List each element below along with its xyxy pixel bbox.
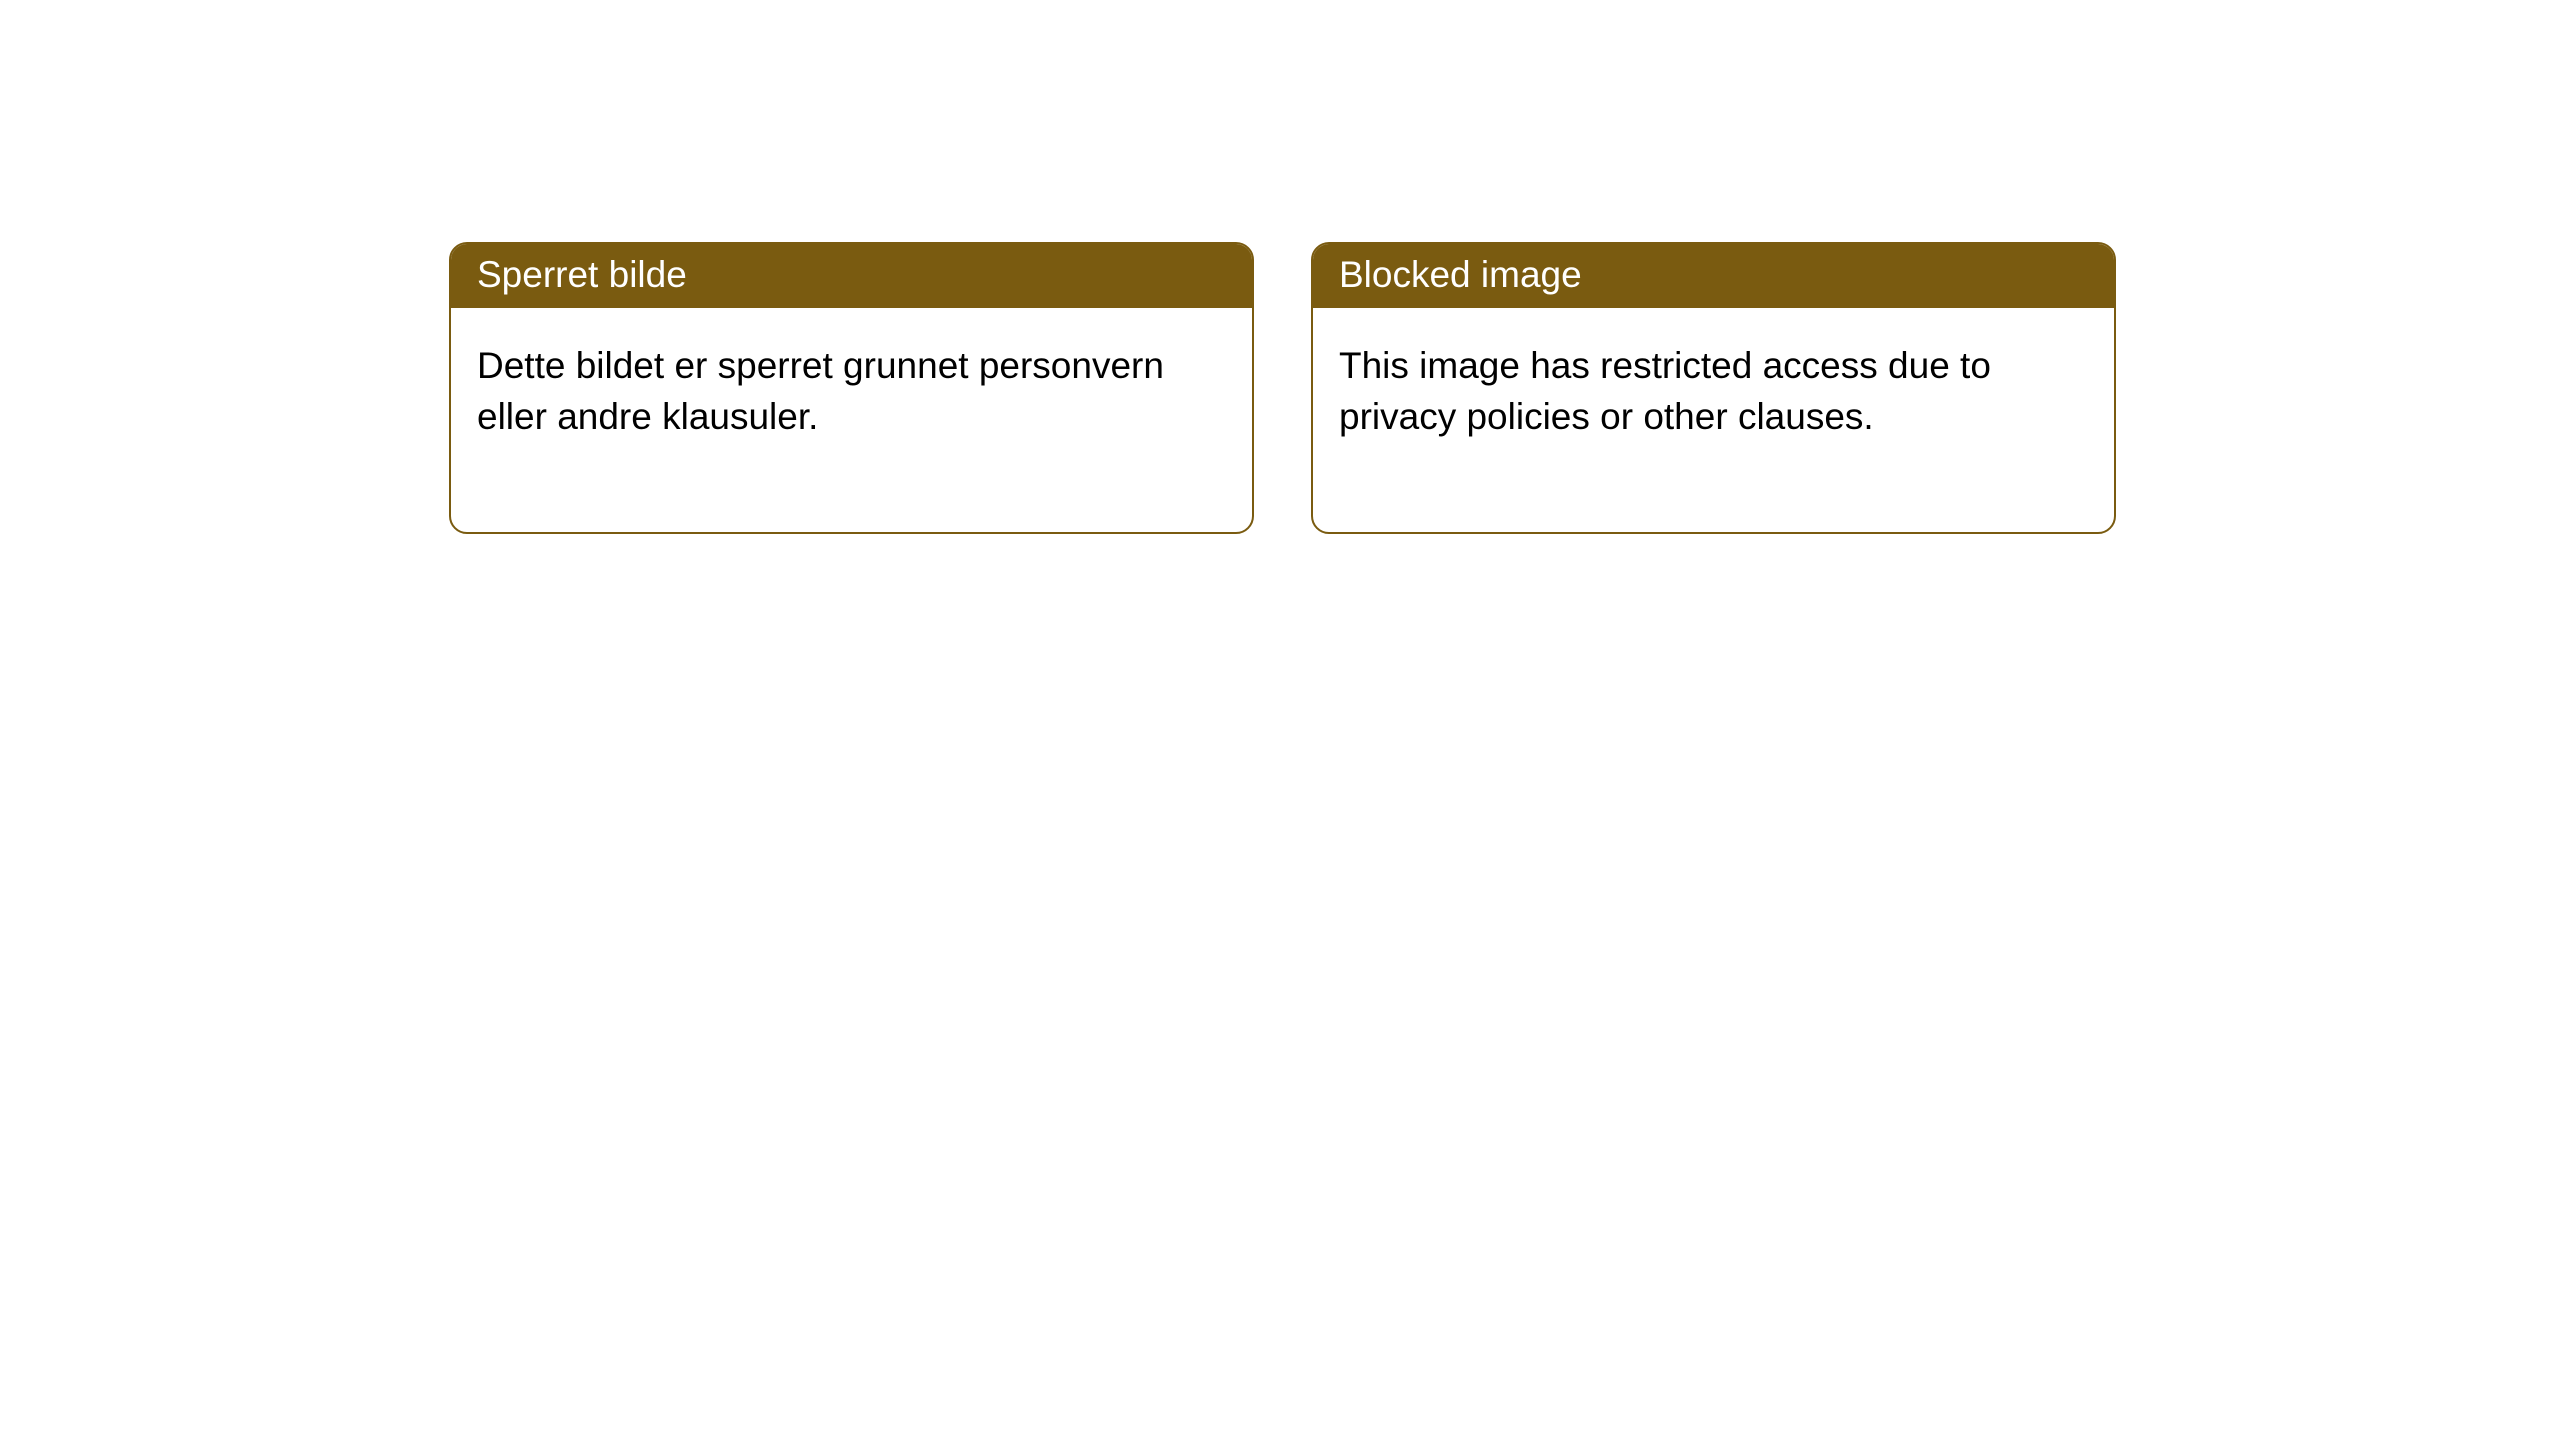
notice-card-body: Dette bildet er sperret grunnet personve… xyxy=(451,308,1252,532)
notice-container: Sperret bilde Dette bildet er sperret gr… xyxy=(449,242,2116,534)
notice-card-english: Blocked image This image has restricted … xyxy=(1311,242,2116,534)
notice-card-body: This image has restricted access due to … xyxy=(1313,308,2114,532)
notice-card-title: Blocked image xyxy=(1313,244,2114,308)
notice-card-norwegian: Sperret bilde Dette bildet er sperret gr… xyxy=(449,242,1254,534)
notice-card-title: Sperret bilde xyxy=(451,244,1252,308)
